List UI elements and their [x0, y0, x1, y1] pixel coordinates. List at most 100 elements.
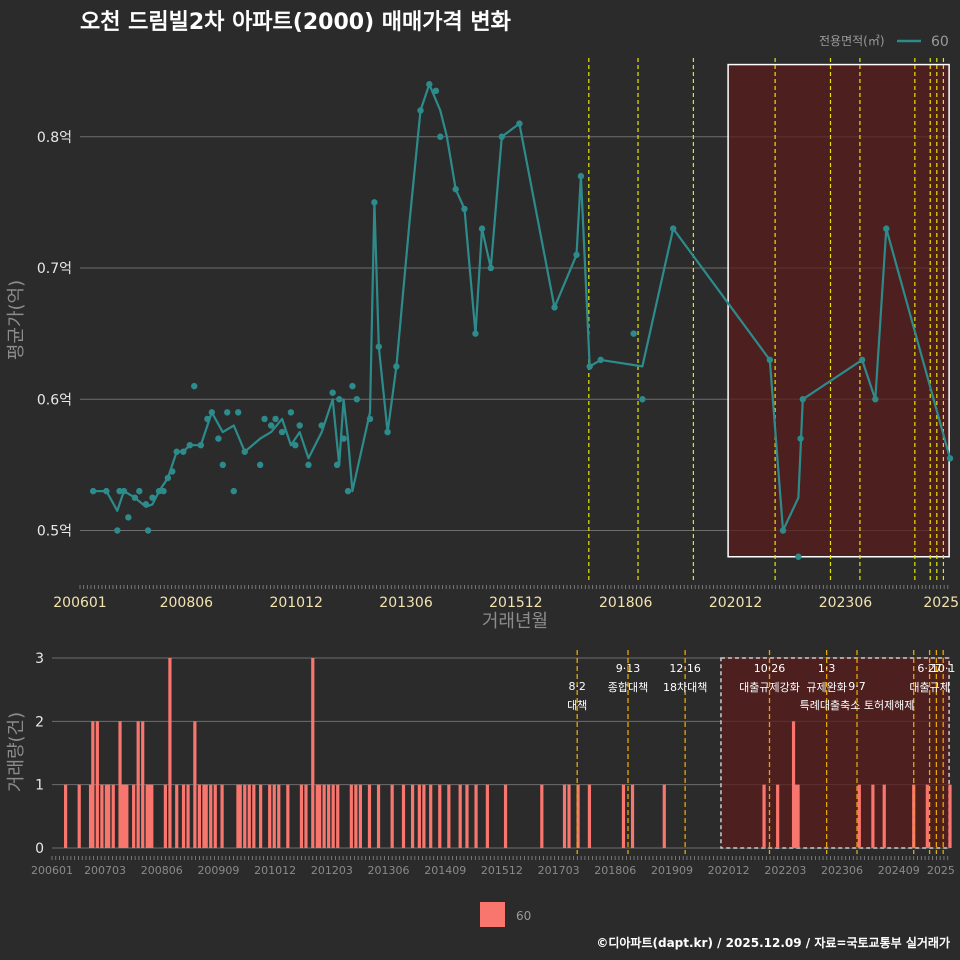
bottom-x-tick-label: 202409 [878, 864, 920, 877]
price-point [472, 330, 479, 337]
volume-bar [925, 784, 929, 848]
volume-bar [163, 784, 167, 848]
annotation-date: 1·3 [818, 662, 836, 675]
bottom-bars [64, 658, 952, 848]
volume-bar [104, 784, 109, 848]
annotation-label: 대출규제강화 [739, 681, 800, 694]
bottom-legend-item: 60 [516, 909, 531, 923]
volume-bar [567, 784, 571, 848]
price-point [136, 487, 143, 495]
volume-bar [277, 784, 281, 848]
price-point [234, 409, 242, 416]
price-point [799, 396, 807, 403]
legend-title: 전용면적(㎡) [819, 34, 885, 48]
price-point [241, 448, 248, 455]
top-y-axis: 0.5억 0.6억 0.7억 0.8억 [37, 130, 72, 540]
volume-bar [376, 784, 381, 848]
volume-bar [354, 784, 358, 848]
volume-bar [317, 784, 322, 848]
bottom-y-tick-label: 2 [35, 714, 44, 730]
volume-bar [948, 784, 952, 848]
volume-bar [465, 784, 469, 848]
price-point [142, 501, 150, 508]
price-point [230, 487, 237, 495]
volume-bar [327, 784, 331, 848]
volume-bar [145, 784, 149, 848]
price-point [329, 389, 336, 396]
price-point [452, 186, 459, 193]
volume-bar [107, 784, 111, 848]
bottom-y-axis: 0 1 2 3 [35, 651, 44, 857]
volume-bar [181, 784, 186, 848]
volume-bar [268, 784, 272, 848]
volume-bar [315, 784, 319, 848]
price-point [437, 133, 444, 140]
price-point [114, 527, 121, 534]
volume-bar [503, 784, 508, 848]
volume-bar [336, 784, 340, 848]
caption: ©디아파트(dapt.kr) / 2025.12.09 / 자료=국토교통부 실… [596, 935, 950, 950]
price-point [318, 422, 325, 429]
top-y-tick-label: 0.7억 [37, 261, 72, 277]
price-point [795, 553, 802, 560]
volume-bar [100, 784, 104, 848]
top-highlight-box [727, 63, 950, 558]
bottom-x-tick-label: 200601 [31, 864, 73, 877]
volume-bar [64, 784, 68, 848]
price-point [366, 415, 374, 423]
volume-bar [458, 784, 462, 848]
price-point [872, 396, 879, 403]
annotation-date: 8·2 [568, 680, 586, 693]
bottom-x-tick-label: 201012 [254, 864, 296, 877]
price-point [160, 487, 167, 495]
volume-bar [410, 784, 415, 848]
price-point [144, 527, 152, 534]
price-point [125, 514, 132, 521]
price-point [197, 441, 205, 449]
price-point [426, 81, 433, 88]
top-x-tick-label: 201806 [599, 595, 653, 611]
volume-bar [168, 658, 172, 848]
price-point [204, 415, 211, 423]
bottom-x-tick-label: 2025 [927, 864, 955, 877]
top-highlight-region [727, 63, 950, 558]
price-point [516, 120, 523, 127]
chart-title: 오천 드림빌2차 아파트(2000) 매매가격 변화 [80, 10, 511, 35]
bottom-x-tick-label: 200909 [197, 864, 239, 877]
bottom-x-tick-label: 202012 [708, 864, 750, 877]
volume-bar [871, 784, 875, 848]
price-point [551, 304, 558, 311]
price-point [461, 205, 468, 213]
volume-bar [304, 784, 308, 848]
price-point [164, 474, 172, 482]
volume-bar [118, 721, 122, 848]
price-point [180, 448, 187, 455]
bottom-x-tick-label: 202203 [764, 864, 806, 877]
price-point [344, 487, 352, 495]
volume-bar [776, 784, 780, 848]
price-point [89, 487, 97, 495]
bottom-x-tick-label: 201909 [651, 864, 693, 877]
volume-bar [331, 784, 335, 848]
bottom-x-tick-label: 201806 [594, 864, 636, 877]
volume-bar [95, 721, 99, 848]
price-point [131, 494, 139, 501]
top-x-axis: 200601 200806 201012 201306 201512 201806 2020… [53, 585, 959, 611]
price-point [393, 363, 400, 370]
legend-item-60: 60 [931, 34, 949, 50]
volume-bar [417, 784, 421, 848]
price-point [333, 461, 341, 469]
volume-bar [220, 784, 224, 848]
bottom-y-tick-label: 1 [35, 778, 44, 794]
volume-bar [349, 784, 353, 848]
volume-bar [587, 784, 592, 848]
price-point [116, 487, 123, 495]
volume-bar [912, 784, 916, 848]
price-point [186, 441, 194, 449]
volume-bar [125, 784, 129, 848]
price-point [375, 343, 382, 350]
top-price-points [89, 81, 954, 560]
price-point [336, 396, 343, 403]
